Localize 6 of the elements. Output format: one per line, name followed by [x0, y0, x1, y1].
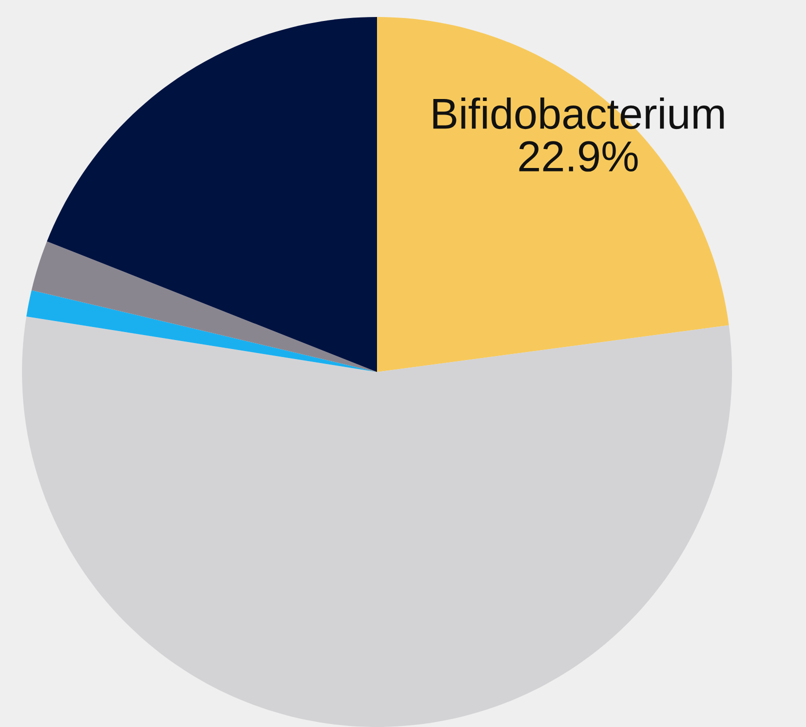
pie-slice — [26, 290, 377, 372]
pie-slice — [46, 17, 377, 372]
pie-slice — [377, 17, 729, 372]
data-label: 22.9% — [519, 141, 638, 172]
pie-slice — [32, 241, 377, 372]
pie-slice — [22, 316, 732, 727]
